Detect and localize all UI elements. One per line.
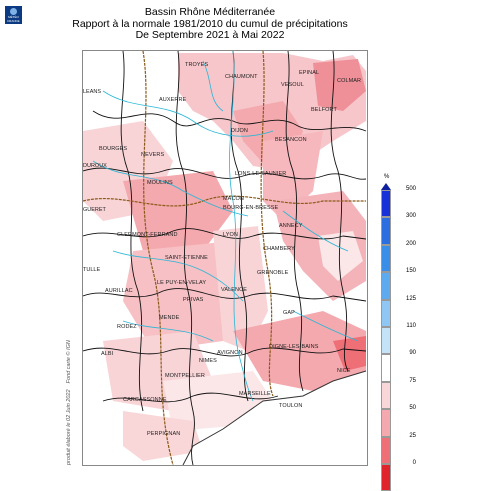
legend-tick-label: 25 — [409, 432, 416, 439]
city-label: LYON — [223, 232, 238, 238]
city-label: BELFORT — [311, 107, 337, 113]
title-line-1: Bassin Rhône Méditerranée — [144, 6, 276, 18]
city-label: TOULON — [279, 403, 303, 409]
city-label: AUXERRE — [159, 97, 187, 103]
zone-nice — [333, 336, 366, 371]
city-label: GRENOBLE — [257, 270, 289, 276]
credit-date: produit élaboré le 02 Juin 2022 — [66, 389, 72, 465]
city-label: RODEZ — [117, 324, 137, 330]
map-canvas — [83, 51, 367, 465]
city-label: MACON — [223, 196, 244, 202]
zone-rhone — [213, 226, 268, 351]
meteo-france-logo: MÉTÉO FRANCE — [5, 6, 22, 24]
legend-swatch — [381, 299, 391, 327]
legend-swatch — [381, 354, 391, 382]
zone-alps-white — [318, 231, 363, 281]
edge-label: DUROUX — [83, 163, 107, 169]
legend-tick-label: 500 — [405, 186, 416, 192]
legend-tick-label: 150 — [405, 268, 416, 275]
logo-text: MÉTÉO FRANCE — [7, 15, 20, 23]
legend-swatch — [381, 217, 391, 245]
legend-tick-label: 90 — [409, 350, 416, 357]
precipitation-map: TROYES CHAUMONT EPINAL COLMAR AUXERRE VE… — [82, 50, 368, 466]
edge-label: TULLE — [83, 267, 101, 273]
city-label: CLERMONT-FERRAND — [117, 232, 178, 238]
city-label: BESANCON — [275, 137, 307, 143]
city-label: ALBI — [101, 351, 114, 357]
department-borders — [83, 51, 367, 465]
map-title-block: Bassin Rhône Méditerranée Rapport à la n… — [60, 6, 360, 42]
legend-tick-label: 0 — [412, 460, 416, 466]
mediterranean-sea — [183, 371, 366, 465]
city-label: LONS-LE-SAUNIER — [235, 171, 287, 177]
legend-swatch — [381, 381, 391, 410]
city-label: SAINT-ETIENNE — [165, 255, 208, 261]
city-label: ANNECY — [279, 223, 303, 229]
legend-tick-label: 50 — [409, 405, 416, 412]
zone-roussillon — [123, 411, 203, 461]
city-label: MARSEILLE — [239, 391, 271, 397]
credit-ign: Fond carte © IGN — [66, 340, 72, 384]
legend-tick-label: 300 — [405, 213, 416, 220]
city-label: MOULINS — [147, 180, 173, 186]
city-label: NEVERS — [141, 152, 165, 158]
city-label: PERPIGNAN — [147, 431, 181, 437]
logo-disc-icon — [10, 8, 17, 15]
legend-swatch — [381, 190, 391, 218]
coastline — [182, 370, 367, 465]
legend-swatch — [381, 244, 391, 273]
city-label: NICE — [337, 368, 351, 374]
city-label: AURILLAC — [105, 288, 133, 294]
city-label: PRIVAS — [183, 297, 204, 303]
legend-swatch — [381, 409, 391, 437]
city-label: TROYES — [185, 62, 209, 68]
city-label: MONTPELLIER — [165, 373, 205, 379]
city-label: CHAUMONT — [225, 74, 258, 80]
city-label: BOURGES — [99, 146, 128, 152]
city-label: GAP — [283, 310, 295, 316]
legend-swatch — [381, 327, 391, 355]
legend-arrow-icon — [381, 183, 391, 190]
legend-swatch — [381, 272, 391, 300]
city-label: DIJON — [231, 128, 248, 134]
city-label: LE PUY-EN-VELAY — [157, 280, 207, 286]
edge-label: LEANS — [83, 89, 102, 95]
legend-tick-label: 110 — [406, 323, 416, 329]
rivers — [92, 51, 359, 402]
legend-tick-label: 125 — [405, 295, 416, 302]
color-legend: % 500 300 200 150 125 110 90 75 50 25 0 — [376, 174, 436, 491]
title-line-2: Rapport à la normale 1981/2010 du cumul … — [72, 17, 348, 30]
zone-north-dark — [313, 59, 366, 111]
city-label: CARCASSONNE — [123, 397, 167, 403]
city-label: BOURG-EN-BRESSE — [223, 205, 279, 211]
city-label: EPINAL — [299, 70, 320, 76]
city-label: DIGNE-LES-BAINS — [269, 344, 319, 350]
production-credit: produit élaboré le 02 Juin 2022 Fond car… — [66, 340, 72, 465]
legend-swatch — [381, 464, 391, 491]
legend-swatch — [381, 436, 391, 464]
legend-tick-label: 200 — [405, 240, 416, 247]
city-label: CHAMBERY — [263, 246, 295, 252]
zone-jura — [263, 131, 323, 221]
city-label: NIMES — [199, 358, 217, 364]
city-label: VESOUL — [281, 82, 304, 88]
edge-label: GUERET — [83, 207, 106, 213]
city-label: AVIGNON — [217, 350, 243, 356]
city-label: VALENCE — [221, 287, 247, 293]
city-label: COLMAR — [337, 78, 362, 84]
title-line-3: De Septembre 2021 à Mai 2022 — [135, 29, 285, 41]
legend-unit: % — [384, 174, 390, 180]
legend-tick-label: 75 — [409, 377, 416, 384]
city-label: MENDE — [159, 315, 180, 321]
